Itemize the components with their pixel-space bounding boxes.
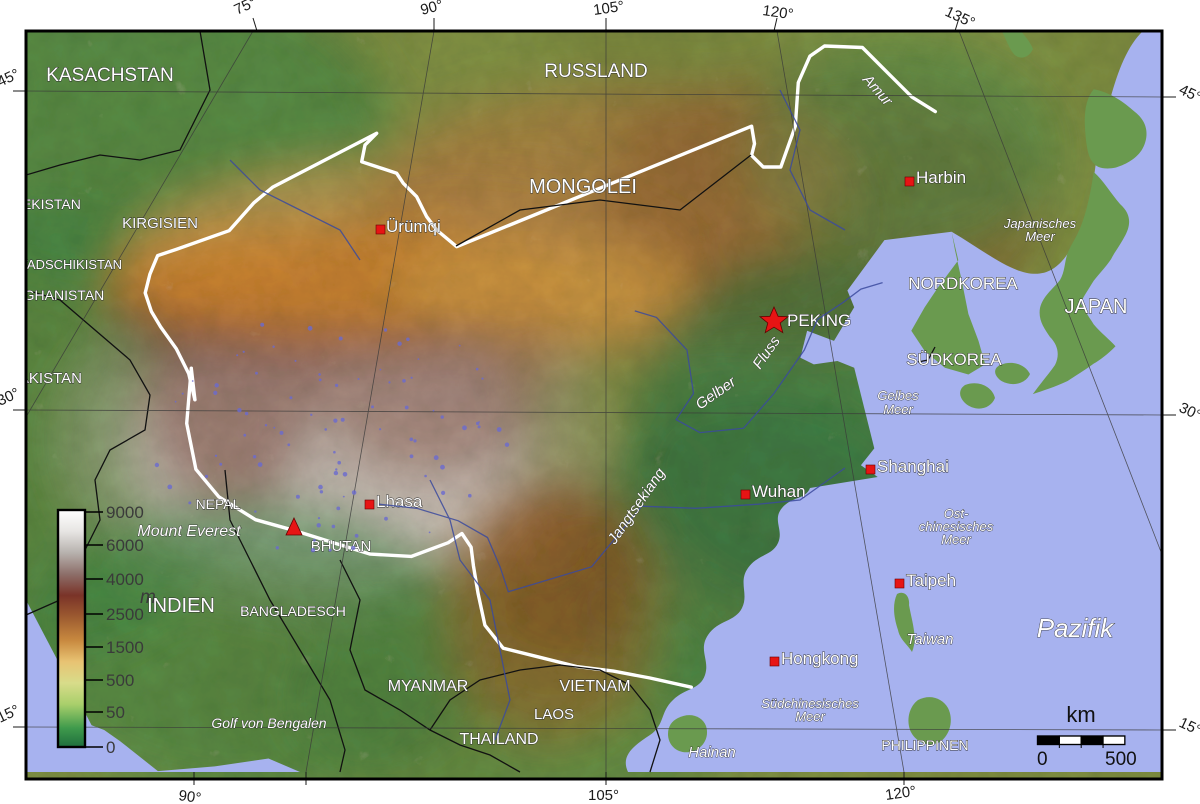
svg-text:Taipeh: Taipeh xyxy=(906,571,956,590)
svg-text:MYANMAR: MYANMAR xyxy=(388,678,469,695)
svg-text:JAPAN: JAPAN xyxy=(1065,296,1128,318)
svg-text:4000: 4000 xyxy=(106,570,144,589)
svg-text:Golf von Bengalen: Golf von Bengalen xyxy=(211,715,326,731)
svg-text:SÜDKOREA: SÜDKOREA xyxy=(906,350,1002,369)
svg-text:Hongkong: Hongkong xyxy=(781,649,859,668)
svg-text:PEKING: PEKING xyxy=(787,311,851,330)
svg-text:NEPAL: NEPAL xyxy=(196,496,241,512)
svg-text:Taiwan: Taiwan xyxy=(907,631,954,648)
svg-text:NORDKOREA: NORDKOREA xyxy=(908,274,1018,293)
svg-text:VIETNAM: VIETNAM xyxy=(559,678,630,695)
svg-text:Meer: Meer xyxy=(1025,229,1055,244)
svg-text:BHUTAN: BHUTAN xyxy=(311,538,372,555)
svg-text:Meer: Meer xyxy=(795,709,825,724)
svg-text:Meer: Meer xyxy=(941,532,971,547)
svg-text:Meer: Meer xyxy=(883,402,913,417)
svg-text:PHILIPPINEN: PHILIPPINEN xyxy=(881,737,968,753)
svg-text:500: 500 xyxy=(1105,749,1137,770)
svg-text:Harbin: Harbin xyxy=(916,168,966,187)
svg-text:50: 50 xyxy=(106,703,125,722)
svg-text:90°: 90° xyxy=(177,787,202,804)
svg-text:Hainan: Hainan xyxy=(688,744,736,761)
svg-text:Mount Everest: Mount Everest xyxy=(137,523,241,540)
svg-text:Pazifik: Pazifik xyxy=(1037,613,1116,643)
svg-text:105°: 105° xyxy=(588,787,619,804)
svg-text:2500: 2500 xyxy=(106,605,144,624)
svg-text:0: 0 xyxy=(106,738,115,757)
svg-text:500: 500 xyxy=(106,671,134,690)
svg-text:9000: 9000 xyxy=(106,503,144,522)
svg-text:km: km xyxy=(1066,702,1095,727)
svg-text:THAILAND: THAILAND xyxy=(459,731,538,748)
svg-text:KIRGISIEN: KIRGISIEN xyxy=(122,215,198,232)
svg-text:1500: 1500 xyxy=(106,638,144,657)
svg-text:0: 0 xyxy=(1037,749,1048,770)
svg-text:LAOS: LAOS xyxy=(534,706,574,723)
svg-text:INDIEN: INDIEN xyxy=(147,595,215,617)
svg-text:RUSSLAND: RUSSLAND xyxy=(544,61,647,82)
svg-text:MONGOLEI: MONGOLEI xyxy=(529,176,637,198)
svg-text:Gelbes: Gelbes xyxy=(877,388,919,403)
svg-text:BANGLADESCH: BANGLADESCH xyxy=(240,603,346,619)
svg-text:KASACHSTAN: KASACHSTAN xyxy=(46,65,173,86)
svg-text:TADSCHIKISTAN: TADSCHIKISTAN xyxy=(20,257,122,272)
svg-text:Wuhan: Wuhan xyxy=(752,482,806,501)
svg-text:Ürümqi: Ürümqi xyxy=(386,217,441,236)
svg-text:Shanghai: Shanghai xyxy=(877,457,949,476)
